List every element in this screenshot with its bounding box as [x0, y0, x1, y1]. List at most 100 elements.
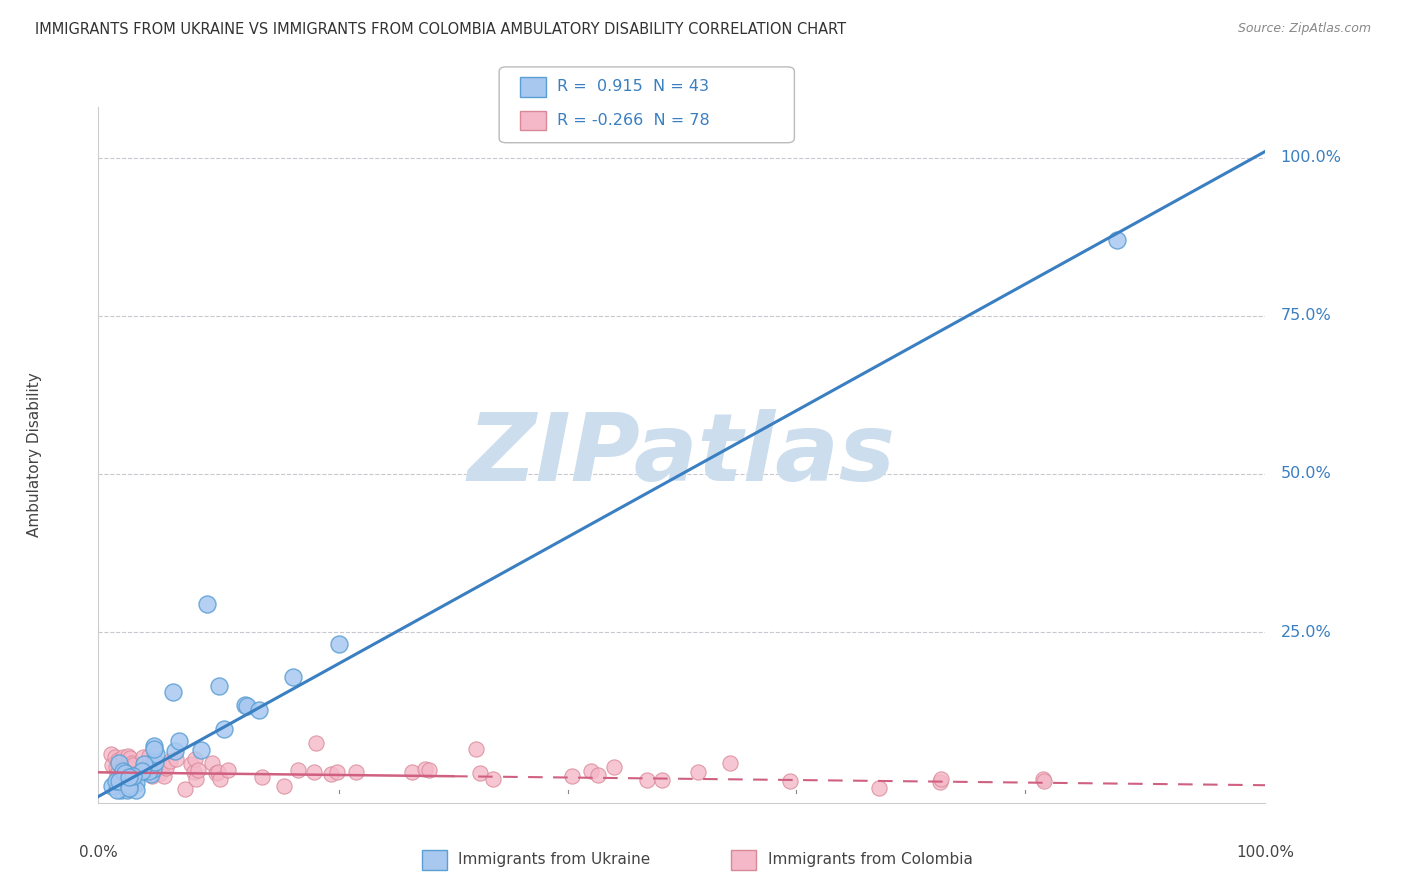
Text: Immigrants from Colombia: Immigrants from Colombia [768, 853, 973, 867]
Text: Source: ZipAtlas.com: Source: ZipAtlas.com [1237, 22, 1371, 36]
Point [581, 764, 603, 778]
Point [111, 760, 134, 774]
Point [127, 767, 149, 781]
Point [121, 772, 143, 786]
Point [470, 766, 492, 780]
Point [136, 763, 159, 777]
Point [247, 703, 270, 717]
Point [636, 772, 658, 787]
Point [118, 780, 141, 795]
Point [132, 761, 155, 775]
Point [344, 765, 367, 780]
Point [107, 773, 129, 788]
Point [121, 756, 143, 770]
Point [305, 736, 328, 750]
Point [250, 770, 273, 784]
Text: 25.0%: 25.0% [1281, 624, 1331, 640]
Point [118, 776, 141, 790]
Text: IMMIGRANTS FROM UKRAINE VS IMMIGRANTS FROM COLOMBIA AMBULATORY DISABILITY CORREL: IMMIGRANTS FROM UKRAINE VS IMMIGRANTS FR… [35, 22, 846, 37]
Point [118, 780, 141, 794]
Point [201, 756, 224, 770]
Point [218, 764, 240, 778]
Point [603, 759, 626, 773]
Point [184, 772, 207, 787]
Point [302, 765, 325, 780]
Point [105, 767, 128, 781]
Text: ZIPatlas: ZIPatlas [468, 409, 896, 501]
Point [118, 764, 141, 778]
Point [105, 774, 128, 789]
Point [1105, 233, 1128, 247]
Point [104, 749, 127, 764]
Point [107, 765, 129, 780]
Point [112, 749, 135, 764]
Point [122, 769, 145, 783]
Point [107, 756, 129, 770]
Point [118, 770, 141, 784]
Point [205, 766, 228, 780]
Point [117, 770, 139, 784]
Point [121, 772, 143, 786]
Point [190, 743, 212, 757]
Text: R = -0.266  N = 78: R = -0.266 N = 78 [557, 113, 710, 128]
Point [122, 767, 145, 781]
Point [149, 765, 172, 780]
Point [287, 764, 309, 778]
Text: Ambulatory Disability: Ambulatory Disability [27, 373, 42, 537]
Point [115, 782, 138, 797]
Point [195, 597, 218, 611]
Point [143, 755, 166, 769]
Point [117, 769, 139, 783]
Point [779, 773, 801, 788]
Point [138, 748, 160, 763]
Point [481, 772, 503, 787]
Point [586, 768, 609, 782]
Point [162, 685, 184, 699]
Text: 100.0%: 100.0% [1281, 150, 1341, 165]
Point [174, 782, 197, 797]
Point [235, 698, 257, 713]
Point [418, 763, 440, 777]
Point [281, 670, 304, 684]
Point [718, 756, 741, 771]
Text: R =  0.915  N = 43: R = 0.915 N = 43 [557, 79, 709, 95]
Point [114, 766, 136, 780]
Point [118, 763, 141, 777]
Point [112, 775, 135, 789]
Point [132, 750, 155, 764]
Point [135, 764, 157, 778]
Point [686, 764, 709, 779]
Point [159, 754, 181, 768]
Point [187, 763, 209, 777]
Point [207, 679, 229, 693]
Point [413, 763, 436, 777]
Point [131, 764, 153, 778]
Text: 75.0%: 75.0% [1281, 309, 1331, 323]
Point [101, 758, 124, 772]
Point [110, 782, 132, 797]
Point [101, 780, 124, 794]
Point [209, 772, 232, 787]
Point [122, 758, 145, 772]
Point [115, 764, 138, 778]
Point [134, 756, 156, 771]
Point [326, 764, 349, 779]
Text: Immigrants from Ukraine: Immigrants from Ukraine [458, 853, 651, 867]
Point [214, 722, 236, 736]
Point [110, 760, 132, 774]
Point [651, 773, 673, 788]
Point [118, 778, 141, 792]
Point [165, 752, 187, 766]
Text: 100.0%: 100.0% [1236, 845, 1295, 860]
Point [236, 698, 259, 713]
Point [118, 780, 141, 795]
Text: 0.0%: 0.0% [79, 845, 118, 860]
Point [184, 752, 207, 766]
Point [561, 769, 583, 783]
Point [148, 760, 170, 774]
Point [105, 760, 128, 774]
Point [105, 782, 128, 797]
Point [135, 761, 157, 775]
Point [107, 753, 129, 767]
Point [163, 744, 186, 758]
